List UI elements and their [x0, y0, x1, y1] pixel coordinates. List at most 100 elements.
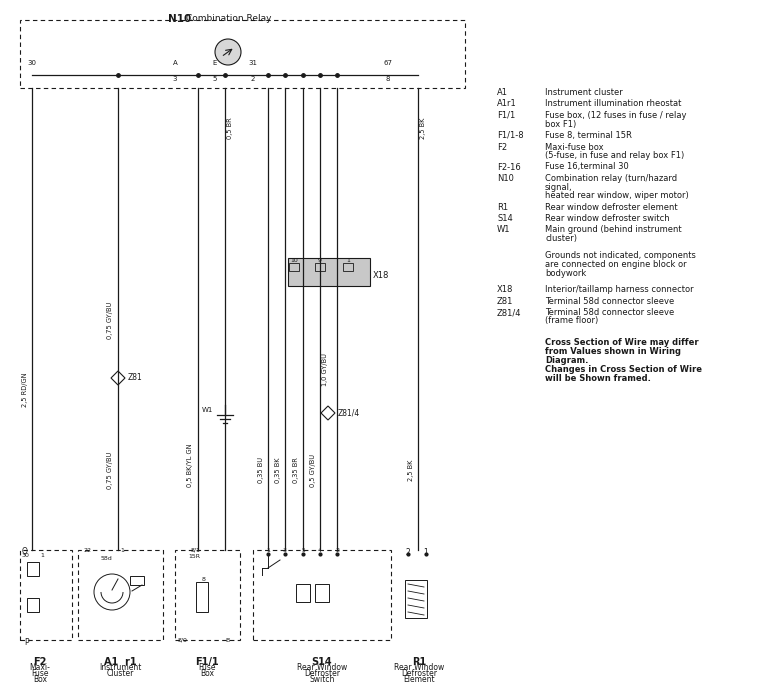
Bar [289, 263, 299, 271]
Text: 2: 2 [251, 76, 255, 82]
Text: 1: 1 [424, 548, 429, 557]
Text: W1: W1 [497, 225, 511, 235]
Text: A1  r1: A1 r1 [104, 657, 136, 667]
Text: X18: X18 [373, 272, 389, 281]
Text: N10: N10 [497, 174, 514, 183]
Text: 0,5 BR: 0,5 BR [227, 117, 233, 139]
Text: 8/0: 8/0 [178, 638, 188, 643]
Text: Instrument cluster: Instrument cluster [545, 88, 623, 97]
Text: 9: 9 [318, 258, 322, 264]
Text: A1: A1 [497, 88, 508, 97]
Text: Rear Window: Rear Window [297, 663, 347, 672]
Bar [78, 550, 163, 640]
Text: Z81/4: Z81/4 [497, 308, 521, 317]
Text: 2: 2 [335, 548, 339, 553]
Text: cluster): cluster) [545, 234, 577, 243]
Bar [343, 263, 353, 271]
Text: 5: 5 [213, 76, 217, 82]
Text: Fuse box, (12 fuses in fuse / relay: Fuse box, (12 fuses in fuse / relay [545, 111, 687, 120]
Text: Main ground (behind instrument: Main ground (behind instrument [545, 225, 682, 235]
Text: Terminal 58d connector sleeve: Terminal 58d connector sleeve [545, 297, 674, 306]
Text: Diagram.: Diagram. [545, 356, 588, 365]
Text: Instrument: Instrument [99, 663, 141, 672]
Text: (frame floor): (frame floor) [545, 316, 598, 325]
Bar [20, 550, 72, 640]
Bar [130, 576, 144, 585]
Bar [20, 20, 465, 88]
Bar [27, 562, 39, 576]
Text: 2,5 RD/GN: 2,5 RD/GN [22, 373, 28, 407]
Text: 8: 8 [386, 76, 390, 82]
Text: F1/1: F1/1 [497, 111, 515, 120]
Text: R1: R1 [412, 657, 426, 667]
Text: S14: S14 [497, 214, 513, 223]
Text: 2: 2 [406, 548, 410, 557]
Text: Terminal 58d connector sleeve: Terminal 58d connector sleeve [545, 308, 674, 317]
Text: 1,0 GY/BU: 1,0 GY/BU [322, 353, 328, 387]
Text: Rear window defroster element: Rear window defroster element [545, 202, 677, 211]
Text: O: O [22, 547, 28, 556]
Text: from Values shown in Wiring: from Values shown in Wiring [545, 347, 681, 356]
Text: Fuse: Fuse [31, 669, 48, 678]
Text: Box: Box [200, 669, 214, 678]
Bar [296, 584, 310, 602]
Text: 5: 5 [301, 548, 305, 553]
Text: Maxi-: Maxi- [29, 663, 51, 672]
Text: 0,75 GY/BU: 0,75 GY/BU [107, 452, 113, 489]
Text: Changes in Cross Section of Wire: Changes in Cross Section of Wire [545, 365, 702, 374]
Text: R1: R1 [497, 202, 508, 211]
Bar [315, 263, 325, 271]
Text: (5-fuse, in fuse and relay box F1): (5-fuse, in fuse and relay box F1) [545, 151, 684, 160]
Text: F2: F2 [497, 142, 507, 151]
Text: F1/1-8: F1/1-8 [497, 131, 524, 140]
Text: 1: 1 [266, 548, 270, 553]
Text: Maxi-fuse box: Maxi-fuse box [545, 142, 604, 151]
Text: Interior/taillamp harness connector: Interior/taillamp harness connector [545, 285, 694, 294]
Text: bodywork: bodywork [545, 269, 586, 278]
Text: A1r1: A1r1 [497, 100, 517, 108]
Text: Box: Box [33, 675, 47, 684]
Text: 1: 1 [40, 553, 44, 558]
Text: 0,5 GY/BU: 0,5 GY/BU [310, 454, 316, 487]
Text: Grounds not indicated, components: Grounds not indicated, components [545, 251, 696, 260]
Text: heated rear window, wiper motor): heated rear window, wiper motor) [545, 191, 689, 200]
Text: S14: S14 [312, 657, 333, 667]
Text: 0,35 BK: 0,35 BK [275, 457, 281, 483]
Text: Instrument illumination rheostat: Instrument illumination rheostat [545, 100, 681, 108]
Text: Cross Section of Wire may differ: Cross Section of Wire may differ [545, 338, 699, 347]
Text: 58d: 58d [100, 556, 112, 561]
Text: Fuse: Fuse [198, 663, 216, 672]
Text: 15R: 15R [188, 554, 200, 559]
Text: box F1): box F1) [545, 119, 576, 128]
Text: 10: 10 [290, 258, 298, 264]
Text: 0,35 BU: 0,35 BU [258, 457, 264, 483]
Text: Z81/4: Z81/4 [338, 408, 360, 417]
Text: 30: 30 [22, 553, 30, 558]
Text: 8/1: 8/1 [191, 548, 201, 553]
Bar [253, 550, 391, 640]
Bar [405, 580, 427, 618]
Text: P: P [24, 638, 28, 647]
Text: Rear Window: Rear Window [394, 663, 444, 672]
Text: 4: 4 [318, 548, 322, 553]
Bar [196, 582, 208, 612]
Circle shape [215, 39, 241, 65]
Text: E: E [213, 60, 217, 66]
Text: will be Shown framed.: will be Shown framed. [545, 374, 650, 383]
Text: 3: 3 [173, 76, 177, 82]
Bar [175, 550, 240, 640]
Text: 67: 67 [383, 60, 392, 66]
Text: Fuse 16,terminal 30: Fuse 16,terminal 30 [545, 163, 629, 172]
Text: A: A [173, 60, 177, 66]
Text: Element: Element [403, 675, 435, 684]
Text: are connected on engine block or: are connected on engine block or [545, 260, 687, 269]
Text: Rear window defroster switch: Rear window defroster switch [545, 214, 670, 223]
Text: Fuse 8, terminal 15R: Fuse 8, terminal 15R [545, 131, 632, 140]
Bar [288, 258, 370, 286]
Text: Combination Relay: Combination Relay [186, 14, 272, 23]
Text: Combination relay (turn/hazard: Combination relay (turn/hazard [545, 174, 677, 183]
Text: F1/1: F1/1 [195, 657, 219, 667]
Text: B: B [226, 638, 230, 643]
Text: Defroster: Defroster [401, 669, 437, 678]
Text: F2-16: F2-16 [497, 163, 521, 172]
